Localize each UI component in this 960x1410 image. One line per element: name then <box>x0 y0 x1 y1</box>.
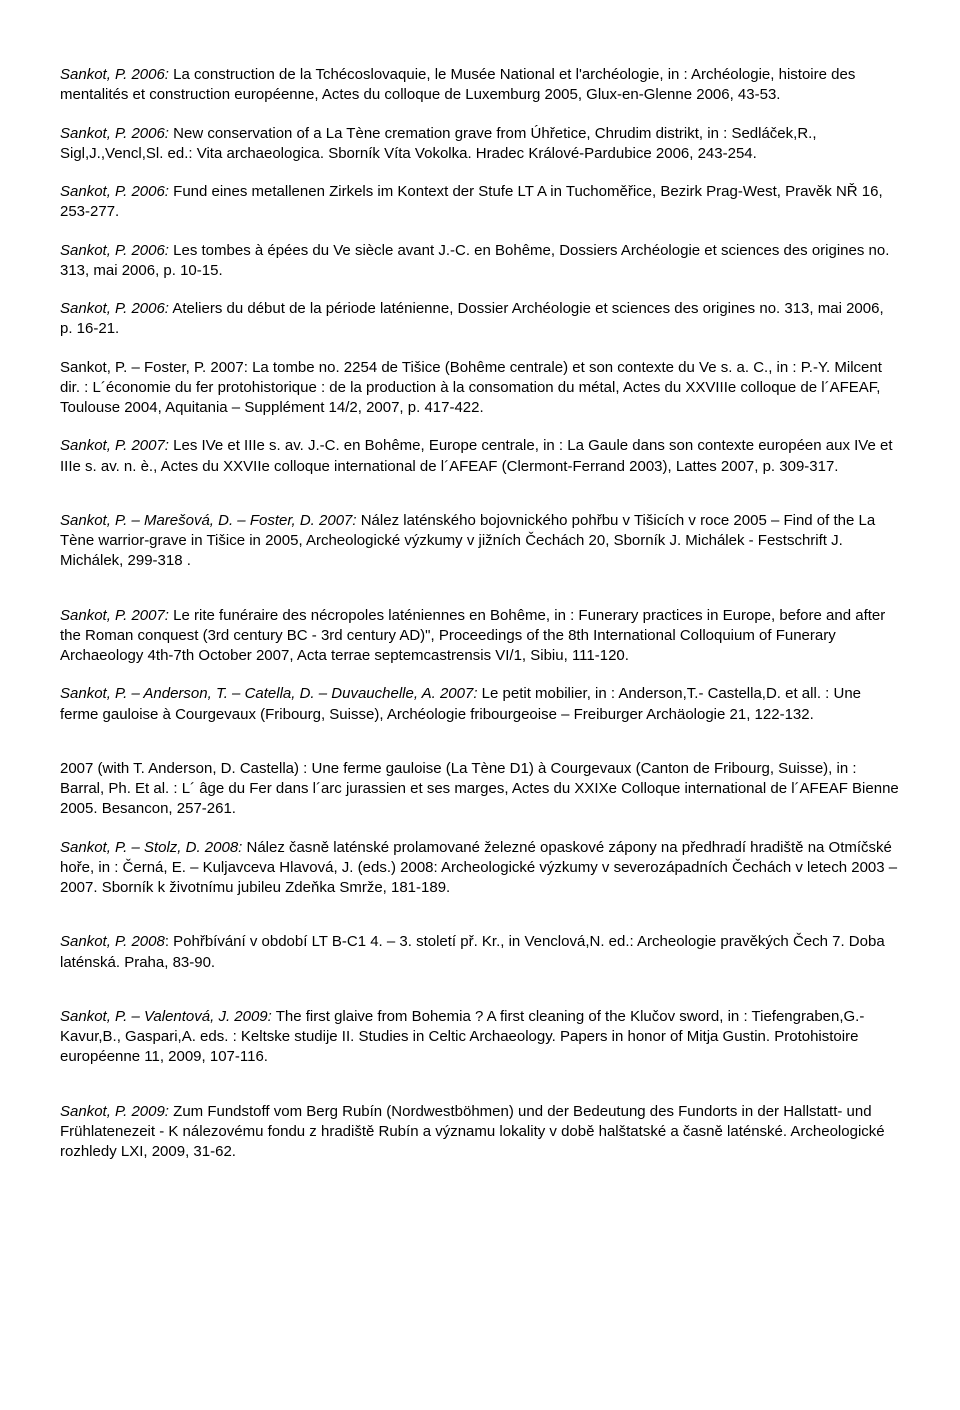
entry-text: Le rite funéraire des nécropoles laténie… <box>60 607 885 665</box>
biblio-entry: Sankot, P. 2009: Zum Fundstoff vom Berg … <box>60 1102 900 1163</box>
biblio-entry: 2007 (with T. Anderson, D. Castella) : U… <box>60 759 900 820</box>
entry-author: Sankot, P. 2008 <box>60 933 165 950</box>
entry-author: Sankot, P. 2006: <box>60 66 169 83</box>
biblio-entry: Sankot, P. 2006: Les tombes à épées du V… <box>60 241 900 282</box>
entry-author: Sankot, P. 2006: <box>60 125 169 142</box>
entry-text: New conservation of a La Tène cremation … <box>60 125 816 162</box>
entry-text: Les tombes à épées du Ve siècle avant J.… <box>60 242 889 279</box>
biblio-entry: Sankot, P. – Valentová, J. 2009: The fir… <box>60 1007 900 1068</box>
entry-text: 2007 (with T. Anderson, D. Castella) : U… <box>60 760 899 818</box>
entry-text: Sankot, P. – Foster, P. 2007: La tombe n… <box>60 359 882 417</box>
biblio-entry: Sankot, P. – Stolz, D. 2008: Nález časně… <box>60 838 900 899</box>
biblio-entry: Sankot, P. – Marešová, D. – Foster, D. 2… <box>60 511 900 572</box>
entry-text: Fund eines metallenen Zirkels im Kontext… <box>60 183 883 220</box>
biblio-entry: Sankot, P. 2006: Ateliers du début de la… <box>60 299 900 340</box>
entry-author: Sankot, P. 2006: <box>60 242 169 259</box>
entry-text: : Pohřbívání v období LT B-C1 4. – 3. st… <box>60 933 885 970</box>
entry-author: Sankot, P. 2006: <box>60 183 169 200</box>
bibliography-list: Sankot, P. 2006: La construction de la T… <box>60 65 900 1162</box>
biblio-entry: Sankot, P. 2006: La construction de la T… <box>60 65 900 106</box>
entry-author: Sankot, P. 2006: <box>60 300 169 317</box>
biblio-entry: Sankot, P. 2008: Pohřbívání v období LT … <box>60 932 900 973</box>
biblio-entry: Sankot, P. – Anderson, T. – Catella, D. … <box>60 684 900 725</box>
biblio-entry: Sankot, P. 2006: New conservation of a L… <box>60 124 900 165</box>
biblio-entry: Sankot, P. 2007: Le rite funéraire des n… <box>60 606 900 667</box>
entry-author: Sankot, P. – Marešová, D. – Foster, D. 2… <box>60 512 357 529</box>
entry-author: Sankot, P. – Anderson, T. – Catella, D. … <box>60 685 477 702</box>
entry-text: Zum Fundstoff vom Berg Rubín (Nordwestbö… <box>60 1103 885 1161</box>
entry-text: Ateliers du début de la période laténien… <box>60 300 884 337</box>
biblio-entry: Sankot, P. – Foster, P. 2007: La tombe n… <box>60 358 900 419</box>
entry-author: Sankot, P. – Valentová, J. 2009: <box>60 1008 272 1025</box>
biblio-entry: Sankot, P. 2006: Fund eines metallenen Z… <box>60 182 900 223</box>
entry-author: Sankot, P. 2009: <box>60 1103 169 1120</box>
entry-text: Les IVe et IIIe s. av. J.-C. en Bohême, … <box>60 437 893 474</box>
entry-author: Sankot, P. 2007: <box>60 437 169 454</box>
biblio-entry: Sankot, P. 2007: Les IVe et IIIe s. av. … <box>60 436 900 477</box>
entry-author: Sankot, P. – Stolz, D. 2008: <box>60 839 242 856</box>
entry-author: Sankot, P. 2007: <box>60 607 169 624</box>
entry-text: La construction de la Tchécoslovaquie, l… <box>60 66 855 103</box>
